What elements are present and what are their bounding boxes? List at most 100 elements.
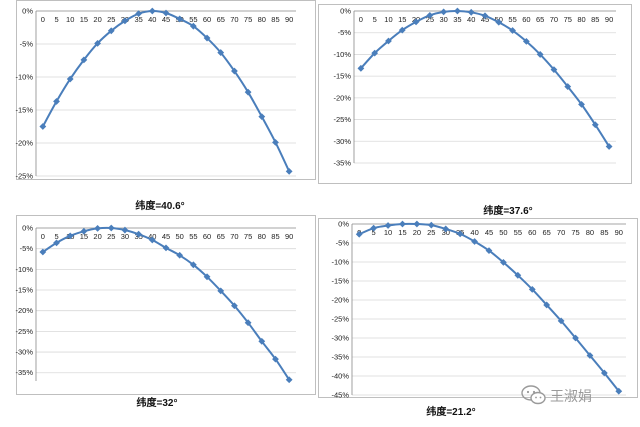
data-point (509, 27, 516, 34)
y-tick-label: -30% (333, 137, 351, 146)
x-tick-label: 80 (258, 15, 266, 24)
data-point (80, 227, 88, 235)
y-tick-label: -10% (331, 258, 349, 267)
data-point (426, 11, 434, 19)
data-point (148, 7, 156, 15)
x-tick-label: 10 (384, 15, 392, 24)
x-tick-label: 45 (481, 15, 489, 24)
x-tick-label: 0 (41, 232, 45, 241)
x-tick-label: 90 (615, 228, 623, 237)
data-point (371, 49, 379, 57)
x-tick-label: 15 (80, 232, 88, 241)
x-tick-label: 10 (384, 228, 392, 237)
x-tick-label: 85 (271, 232, 279, 241)
x-tick-label: 5 (372, 228, 376, 237)
x-tick-label: 65 (217, 15, 225, 24)
x-tick-label: 60 (203, 15, 211, 24)
x-tick-label: 50 (176, 232, 184, 241)
x-tick-label: 60 (203, 232, 211, 241)
x-tick-label: 5 (373, 15, 377, 24)
x-tick-label: 40 (467, 15, 475, 24)
x-tick-label: 55 (189, 232, 197, 241)
y-tick-label: -20% (331, 296, 349, 305)
y-tick-label: -25% (15, 172, 33, 181)
chart-caption: 纬度=21.2° (426, 407, 476, 418)
x-tick-label: 65 (217, 232, 225, 241)
y-tick-label: -25% (333, 115, 351, 124)
data-point (39, 248, 47, 256)
x-tick-label: 20 (93, 15, 101, 24)
y-tick-label: -15% (333, 72, 351, 81)
x-tick-label: 85 (600, 228, 608, 237)
x-tick-label: 60 (522, 15, 530, 24)
x-tick-label: 80 (258, 232, 266, 241)
x-tick-label: 50 (499, 228, 507, 237)
line-chart: 0%-5%-10%-15%-20%-25%-30%-35%05101520253… (333, 7, 616, 168)
y-tick-label: -30% (331, 334, 349, 343)
line-chart: 0%-5%-10%-15%-20%-25%-30%-35%-40%-45%051… (331, 220, 626, 400)
data-point (413, 220, 421, 228)
data-point (39, 123, 47, 130)
x-tick-label: 5 (54, 232, 58, 241)
series-line (41, 9, 291, 172)
chart-frame (16, 0, 316, 180)
y-tick-label: -15% (15, 106, 33, 115)
y-tick-label: 0% (338, 220, 349, 229)
y-tick-label: -5% (338, 28, 352, 37)
x-tick-label: 85 (271, 15, 279, 24)
x-tick-label: 25 (107, 232, 115, 241)
data-point (66, 75, 74, 83)
x-tick-label: 5 (54, 15, 58, 24)
y-tick-label: -20% (15, 139, 33, 148)
x-tick-label: 75 (244, 15, 252, 24)
chart-frame (318, 4, 632, 184)
x-tick-label: 90 (285, 232, 293, 241)
x-tick-label: 40 (148, 232, 156, 241)
data-point (258, 113, 266, 120)
y-tick-label: 0% (340, 7, 351, 16)
x-tick-label: 25 (107, 15, 115, 24)
chart-panel-4: 0%-5%-10%-15%-20%-25%-30%-35%-40%-45%051… (318, 218, 638, 427)
data-point (550, 66, 558, 74)
x-tick-label: 20 (413, 228, 421, 237)
x-tick-label: 90 (285, 15, 293, 24)
x-tick-label: 20 (93, 232, 101, 241)
watermark: 王淑娟 (520, 384, 636, 408)
line-chart: 0%-5%-10%-15%-20%-25%0510152025303540455… (15, 7, 296, 181)
x-tick-label: 35 (453, 15, 461, 24)
x-tick-label: 80 (577, 15, 585, 24)
data-point (244, 88, 252, 96)
chart-caption: 纬度=40.6° (135, 201, 185, 212)
x-tick-label: 10 (66, 15, 74, 24)
data-point (427, 221, 435, 229)
data-point (244, 319, 252, 327)
chart-panel-1: 0%-5%-10%-15%-20%-25%0510152025303540455… (0, 0, 316, 212)
x-tick-label: 0 (41, 15, 45, 24)
data-point (557, 317, 565, 325)
y-tick-label: 0% (22, 7, 33, 16)
y-tick-label: -10% (15, 73, 33, 82)
x-tick-label: 25 (427, 228, 435, 237)
x-tick-label: 40 (148, 15, 156, 24)
x-tick-label: 75 (571, 228, 579, 237)
x-tick-label: 70 (230, 232, 238, 241)
watermark-text: 王淑娟 (550, 388, 592, 404)
x-tick-label: 45 (162, 15, 170, 24)
x-tick-label: 55 (189, 15, 197, 24)
x-tick-label: 80 (586, 228, 594, 237)
y-tick-label: 0% (22, 224, 33, 233)
data-point (399, 220, 406, 228)
y-tick-label: -40% (331, 372, 349, 381)
y-tick-label: -25% (331, 315, 349, 324)
x-tick-label: 65 (543, 228, 551, 237)
line-chart: 0%-5%-10%-15%-20%-25%-30%-35%05101520253… (15, 224, 296, 384)
y-tick-label: -15% (331, 277, 349, 286)
x-tick-label: 70 (550, 15, 558, 24)
x-tick-label: 70 (557, 228, 565, 237)
y-tick-label: -30% (15, 348, 33, 357)
chart-caption: 纬度=37.6° (483, 206, 533, 217)
data-point (500, 258, 507, 266)
data-point (471, 238, 478, 245)
wechat-icon (521, 385, 546, 405)
data-point (564, 83, 572, 90)
